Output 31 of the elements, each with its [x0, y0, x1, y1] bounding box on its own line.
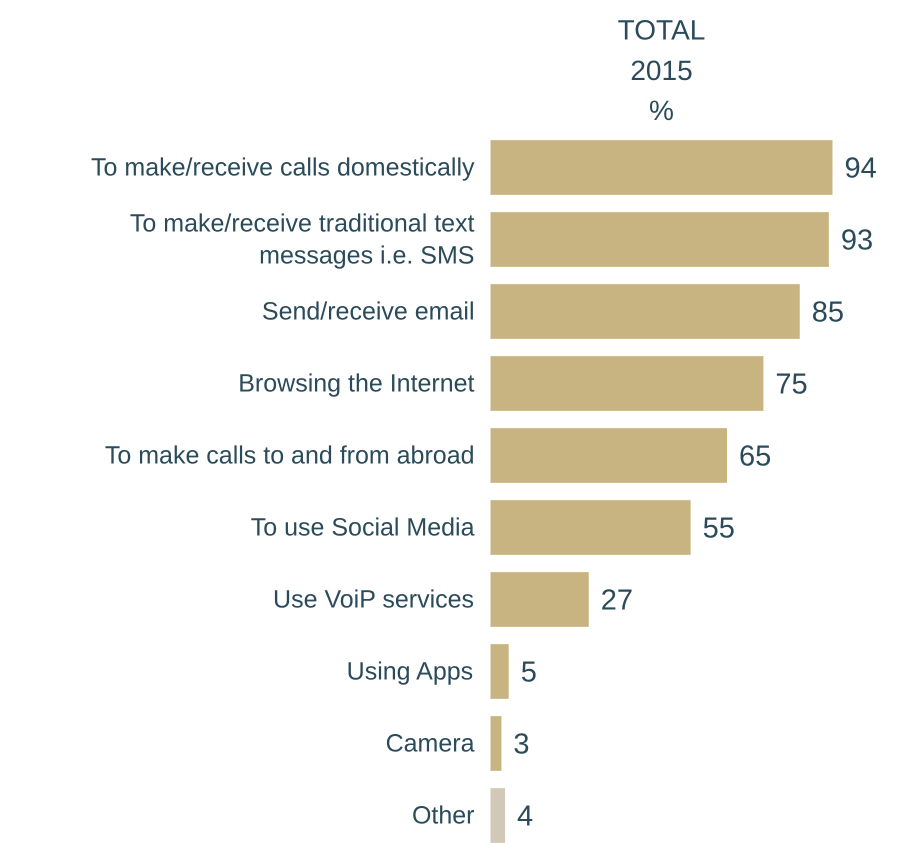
data-label: 3 — [513, 728, 530, 760]
data-label: 5 — [520, 656, 537, 688]
bar — [490, 212, 829, 267]
chart-title: TOTAL 2015 % — [618, 14, 706, 126]
y-tick-label: To make/receive traditional text messages i.e. SMS — [130, 209, 475, 270]
bar — [490, 716, 502, 771]
data-label: 65 — [738, 440, 772, 472]
y-tick-label: Using Apps — [346, 658, 474, 686]
bar — [490, 788, 506, 843]
bar — [490, 500, 691, 555]
y-tick-label: Camera — [386, 730, 475, 758]
y-tick-label: To make calls to and from abroad — [104, 442, 475, 470]
bar — [490, 572, 589, 627]
data-label: 4 — [517, 800, 534, 832]
y-tick-label: Other — [412, 802, 475, 830]
data-label: 75 — [775, 368, 808, 400]
y-tick-label: Use VoiP services — [273, 586, 474, 614]
data-label: 85 — [812, 296, 844, 328]
data-label: 93 — [840, 224, 874, 256]
data-label: 94 — [844, 152, 877, 184]
data-label: 27 — [600, 584, 633, 616]
y-tick-label: To use Social Media — [250, 514, 475, 542]
y-tick-label: Send/receive email — [262, 298, 475, 326]
y-tick-label: To make/receive calls domestically — [91, 154, 475, 182]
bar — [490, 284, 800, 339]
bar — [490, 428, 727, 483]
data-label: 55 — [702, 512, 735, 544]
bar — [490, 356, 764, 411]
y-tick-label: Browsing the Internet — [238, 370, 475, 398]
bar — [490, 140, 832, 195]
bar — [490, 644, 509, 699]
